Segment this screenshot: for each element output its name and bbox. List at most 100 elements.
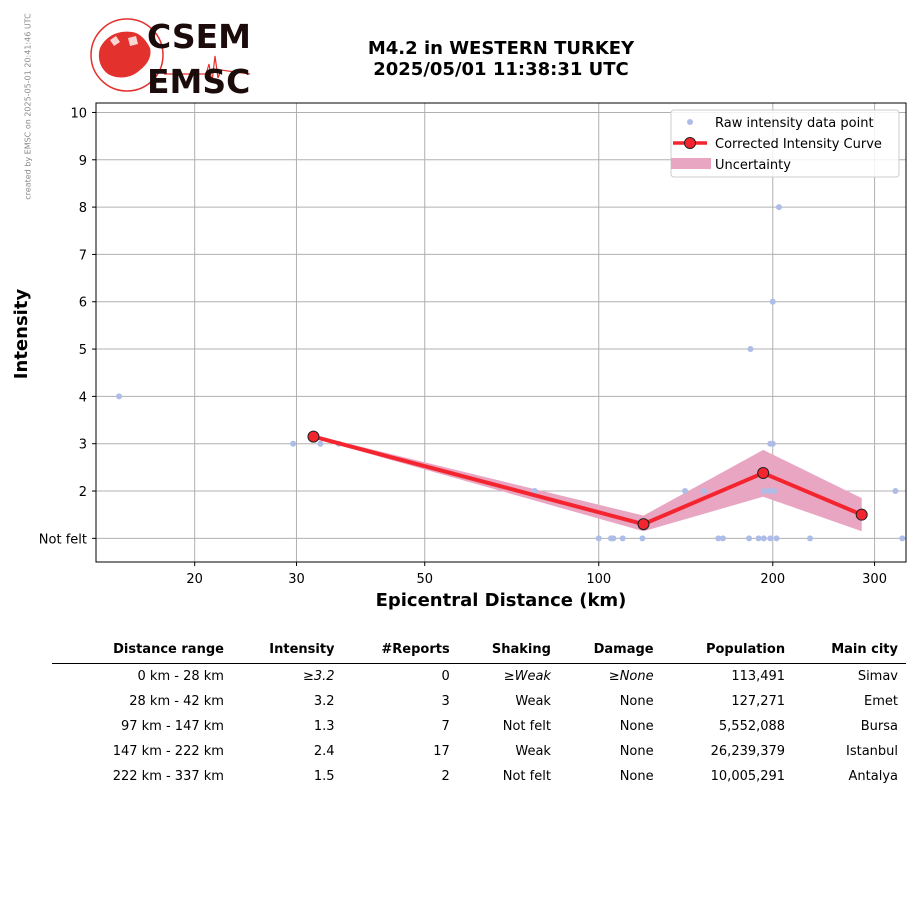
table-row: 0 km - 28 km ≥3.2 0 ≥Weak ≥None 113,491 Simav bbox=[52, 664, 906, 690]
table-cell: 7 bbox=[441, 718, 450, 734]
raw-point bbox=[746, 535, 753, 542]
table-cell: 2.4 bbox=[313, 743, 335, 759]
raw-points bbox=[116, 204, 906, 542]
y-tick-label: 3 bbox=[79, 438, 87, 453]
logo-text-bottom: EMSC bbox=[147, 62, 250, 98]
table-cell: 26,239,379 bbox=[710, 743, 786, 759]
table-cell: 1.5 bbox=[313, 768, 335, 784]
table-row: 222 km - 337 km 1.5 2 Not felt None 10,005,29… bbox=[52, 764, 906, 789]
raw-point bbox=[899, 535, 906, 542]
table-header-cell: Distance range bbox=[52, 640, 232, 664]
curve-line bbox=[312, 434, 863, 527]
y-tick-label: 8 bbox=[79, 201, 87, 216]
table-cell: Not felt bbox=[502, 768, 551, 784]
raw-point bbox=[747, 346, 754, 353]
table-header-cell: Intensity bbox=[231, 640, 343, 664]
table-cell: 17 bbox=[433, 743, 450, 759]
table-cell: Weak bbox=[515, 693, 551, 709]
table-header-cell: Damage bbox=[558, 640, 662, 664]
table-header-cell: Population bbox=[661, 640, 794, 664]
intensity-chart: 20 30 50 100 200 300 Not felt 2 3 4 5 6 7 8 9 10 Epice… bbox=[11, 102, 907, 611]
table-cell: None bbox=[619, 718, 654, 734]
table-cell: None bbox=[619, 743, 654, 759]
raw-point bbox=[755, 535, 762, 542]
x-tick-label: 20 bbox=[186, 572, 203, 587]
curve-point bbox=[855, 508, 868, 521]
table-cell: Not felt bbox=[502, 718, 551, 734]
raw-point bbox=[769, 298, 776, 305]
legend-raw-marker bbox=[687, 119, 693, 125]
table-cell: 3.2 bbox=[313, 693, 335, 709]
y-tick-label: Not felt bbox=[39, 532, 87, 547]
table-header-cell: #Reports bbox=[342, 640, 458, 664]
table-cell: 10,005,291 bbox=[710, 768, 786, 784]
table-row: 147 km - 222 km 2.4 17 Weak None 26,239,379 Is… bbox=[52, 739, 906, 764]
raw-point bbox=[769, 440, 776, 447]
table-body: 0 km - 28 km ≥3.2 0 ≥Weak ≥None 113,491 Simav 2… bbox=[52, 664, 906, 790]
table-cell: 97 km - 147 km bbox=[120, 718, 224, 734]
y-axis-label: Intensity bbox=[11, 289, 32, 380]
x-ticks: 20 30 50 100 200 300 bbox=[186, 562, 887, 587]
raw-point bbox=[771, 488, 778, 495]
raw-point bbox=[807, 535, 814, 542]
legend-raw-label: Raw intensity data point bbox=[715, 116, 874, 131]
legend-box bbox=[670, 109, 900, 178]
table-cell: ≥None bbox=[608, 668, 654, 684]
table-cell: Bursa bbox=[860, 718, 898, 734]
table-header-cell: Main city bbox=[793, 640, 906, 664]
x-tick-label: 200 bbox=[760, 572, 785, 587]
raw-point bbox=[531, 488, 538, 495]
y-tick-label: 4 bbox=[79, 390, 87, 405]
legend-uncertainty-swatch bbox=[671, 158, 711, 169]
chart-title: M4.2 in WESTERN TURKEY 2025/05/01 11:38:… bbox=[300, 38, 702, 80]
table-cell: 0 bbox=[441, 668, 450, 684]
raw-point bbox=[765, 488, 772, 495]
table-cell: None bbox=[619, 693, 654, 709]
table-cell: None bbox=[619, 768, 654, 784]
intensity-table: Distance range Intensity #Reports Shaking Da… bbox=[52, 640, 906, 789]
table-header-cell: Shaking bbox=[457, 640, 559, 664]
x-tick-label: 300 bbox=[862, 572, 887, 587]
y-tick-label: 6 bbox=[79, 296, 87, 311]
raw-point bbox=[760, 488, 767, 495]
x-tick-label: 50 bbox=[416, 572, 433, 587]
uncertainty-area bbox=[313, 435, 862, 532]
raw-point bbox=[719, 535, 726, 542]
y-tick-label: 9 bbox=[79, 154, 87, 169]
y-ticks: Not felt 2 3 4 5 6 7 8 9 10 bbox=[39, 106, 96, 547]
raw-point bbox=[619, 535, 626, 542]
table-cell: Weak bbox=[515, 743, 551, 759]
raw-point bbox=[317, 440, 324, 447]
table-cell: 3 bbox=[441, 693, 450, 709]
raw-point bbox=[760, 535, 767, 542]
raw-point bbox=[639, 535, 646, 542]
raw-point bbox=[767, 535, 774, 542]
table-cell: 127,271 bbox=[731, 693, 786, 709]
y-tick-label: 2 bbox=[79, 485, 87, 500]
uncertainty-band bbox=[313, 435, 862, 532]
raw-point bbox=[595, 535, 602, 542]
legend-uncertainty-label: Uncertainty bbox=[715, 158, 791, 173]
table-cell: 113,491 bbox=[731, 668, 786, 684]
table-row: 28 km - 42 km 3.2 3 Weak None 127,271 Emet bbox=[52, 689, 906, 714]
table-cell: ≥3.2 bbox=[302, 668, 335, 684]
curve-point bbox=[307, 430, 320, 443]
csem-emsc-logo: CSEM EMSC bbox=[90, 18, 251, 98]
raw-point bbox=[290, 440, 297, 447]
legend-curve-label: Corrected Intensity Curve bbox=[715, 137, 882, 152]
x-tick-label: 30 bbox=[288, 572, 305, 587]
table-cell: Simav bbox=[857, 668, 898, 684]
table-cell: ≥Weak bbox=[503, 668, 551, 684]
logo-text-top: CSEM bbox=[147, 18, 251, 56]
table-row: 97 km - 147 km 1.3 7 Not felt None 5,552,088 B… bbox=[52, 714, 906, 739]
title-line-2: 2025/05/01 11:38:31 UTC bbox=[373, 59, 629, 80]
raw-point bbox=[715, 535, 722, 542]
raw-point bbox=[775, 204, 782, 211]
table-cell: 0 km - 28 km bbox=[137, 668, 224, 684]
y-tick-label: 5 bbox=[79, 343, 87, 358]
raw-point bbox=[610, 535, 617, 542]
legend: Raw intensity data point Corrected Inten… bbox=[670, 109, 900, 178]
table-cell: Emet bbox=[864, 693, 898, 709]
table-cell: Antalya bbox=[848, 768, 898, 784]
plot-frame bbox=[95, 102, 907, 563]
